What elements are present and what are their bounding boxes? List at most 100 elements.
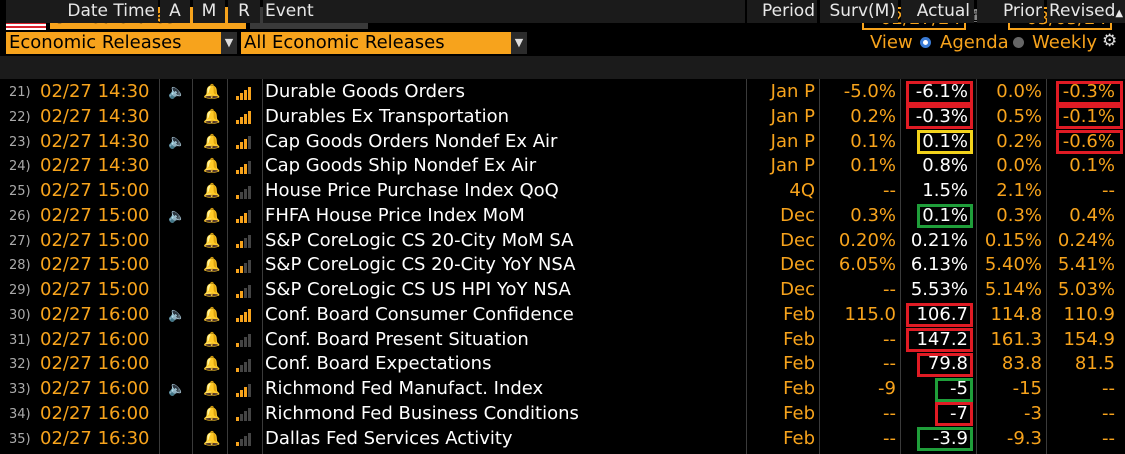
row-event[interactable]: Durables Ex Transportation (265, 105, 510, 127)
row-number[interactable]: 34) (9, 406, 31, 422)
row-event[interactable]: Dallas Fed Services Activity (265, 427, 513, 449)
table-row[interactable]: 31) 02/27 16:00 🔔 Conf. Board Present Situa… (0, 328, 1125, 353)
row-event[interactable]: Durable Goods Orders (265, 81, 465, 102)
row-actual: 147.2 (916, 328, 968, 350)
col-header-revised[interactable]: Revised▲ (1047, 0, 1125, 23)
table-row[interactable]: 34) 02/27 16:00 🔔 Richmond Fed Business Con… (0, 402, 1125, 427)
bell-icon[interactable]: 🔔 (203, 356, 221, 373)
row-number[interactable]: 22) (9, 109, 31, 125)
row-number[interactable]: 25) (9, 184, 31, 199)
bell-icon[interactable]: 🔔 (203, 108, 221, 125)
row-number[interactable]: 28) (9, 258, 31, 274)
row-number[interactable]: 30) (9, 307, 31, 323)
row-event[interactable]: Richmond Fed Manufact. Index (265, 378, 544, 399)
row-number[interactable]: 26) (9, 208, 31, 224)
table-row[interactable]: 21) 02/27 14:30 🔈 🔔 Durable Goods Orders Jan … (0, 80, 1125, 105)
category-dropdown[interactable]: Economic Releases ▼ (6, 32, 237, 54)
table-row[interactable]: 25) 02/27 15:00 🔔 House Price Purchase Inde… (0, 179, 1125, 204)
table-row[interactable]: 28) 02/27 15:00 🔔 S&P CoreLogic CS 20-City … (0, 253, 1125, 278)
col-header-period[interactable]: Period (747, 0, 817, 23)
bell-icon[interactable]: 🔔 (203, 405, 221, 422)
row-number[interactable]: 32) (9, 357, 31, 373)
col-header-prior[interactable]: Prior (977, 0, 1044, 23)
row-revised: -- (1102, 378, 1115, 399)
row-number[interactable]: 33) (9, 382, 31, 397)
bell-icon[interactable]: 🔔 (203, 158, 221, 175)
row-period: Feb (783, 402, 815, 424)
row-survey: 0.20% (838, 229, 896, 251)
bell-icon[interactable]: 🔔 (203, 282, 221, 298)
table-row[interactable]: 26) 02/27 15:00 🔈 🔔 FHFA House Price Index M… (0, 204, 1125, 229)
col-header-event[interactable]: Event (263, 0, 745, 23)
bell-icon[interactable]: 🔔 (203, 207, 221, 224)
table-row[interactable]: 27) 02/27 15:00 🔔 S&P CoreLogic CS 20-City … (0, 229, 1125, 254)
bell-icon[interactable]: 🔔 (203, 133, 221, 150)
speaker-icon[interactable]: 🔈 (168, 207, 186, 224)
col-header-datetime[interactable]: Date Time (6, 0, 158, 23)
table-row[interactable]: 32) 02/27 16:00 🔔 Conf. Board Expectations F… (0, 352, 1125, 377)
bell-icon[interactable]: 🔔 (203, 306, 221, 323)
row-revised: -- (1102, 427, 1115, 449)
table-row[interactable]: 22) 02/27 14:30 🔔 Durables Ex Transportatio… (0, 105, 1125, 130)
row-number[interactable]: 23) (9, 134, 31, 150)
gear-icon[interactable]: ⚙ (1102, 31, 1118, 51)
col-separator (192, 79, 193, 454)
row-survey: -- (883, 353, 896, 375)
row-number[interactable]: 21) (9, 85, 31, 100)
agenda-label[interactable]: Agenda (940, 32, 1009, 53)
row-period: Dec (780, 204, 815, 226)
weekly-radio[interactable] (1013, 37, 1024, 48)
row-event[interactable]: Conf. Board Expectations (265, 353, 492, 375)
row-survey: -- (883, 279, 896, 300)
agenda-radio[interactable] (920, 37, 931, 48)
bell-icon[interactable]: 🔔 (203, 257, 221, 274)
row-number[interactable]: 31) (9, 332, 31, 348)
relevance-bars-icon (236, 229, 254, 254)
table-row[interactable]: 30) 02/27 16:00 🔈 🔔 Conf. Board Consumer Con… (0, 303, 1125, 328)
row-actual: -0.3% (915, 105, 968, 127)
row-number[interactable]: 27) (9, 233, 31, 249)
table-row[interactable]: 29) 02/27 15:00 🔔 S&P CoreLogic CS US HPI Y… (0, 278, 1125, 303)
bell-icon[interactable]: 🔔 (203, 430, 221, 447)
row-revised: 81.5 (1074, 353, 1115, 375)
row-revised: -- (1102, 402, 1115, 424)
row-revised: -0.6% (1062, 130, 1115, 152)
col-header-r[interactable]: R (228, 0, 260, 23)
bell-icon[interactable]: 🔔 (203, 183, 221, 199)
row-event[interactable]: S&P CoreLogic CS 20-City MoM SA (265, 229, 574, 251)
table-row[interactable]: 23) 02/27 14:30 🔈 🔔 Cap Goods Orders Nondef … (0, 130, 1125, 155)
row-event[interactable]: FHFA House Price Index MoM (265, 204, 525, 226)
col-header-a[interactable]: A (160, 0, 190, 23)
table-row[interactable]: 33) 02/27 16:00 🔈 🔔 Richmond Fed Manufact. I… (0, 377, 1125, 402)
row-event[interactable]: House Price Purchase Index QoQ (265, 180, 559, 201)
bell-icon[interactable]: 🔔 (203, 84, 221, 100)
row-datetime: 02/27 16:00 (40, 402, 150, 424)
row-number[interactable]: 35) (9, 431, 31, 447)
speaker-icon[interactable]: 🔈 (168, 133, 186, 150)
row-survey: -- (883, 402, 896, 424)
row-number[interactable]: 29) (9, 283, 31, 298)
row-event[interactable]: S&P CoreLogic CS 20-City YoY NSA (265, 254, 576, 276)
col-separator (262, 79, 263, 454)
table-row[interactable]: 24) 02/27 14:30 🔔 Cap Goods Ship Nondef Ex … (0, 154, 1125, 179)
speaker-icon[interactable]: 🔈 (168, 381, 186, 397)
bell-icon[interactable]: 🔔 (203, 381, 221, 397)
row-event[interactable]: Cap Goods Ship Nondef Ex Air (265, 155, 537, 177)
col-header-m[interactable]: M (193, 0, 225, 23)
col-header-surv[interactable]: Surv(M) (820, 0, 898, 23)
row-prior: 5.40% (984, 254, 1042, 276)
row-number[interactable]: 24) (9, 159, 31, 175)
row-event[interactable]: Conf. Board Present Situation (265, 328, 529, 350)
weekly-label[interactable]: Weekly (1032, 32, 1097, 53)
col-header-actual[interactable]: Actual (901, 0, 974, 23)
speaker-icon[interactable]: 🔈 (168, 84, 186, 100)
bell-icon[interactable]: 🔔 (203, 331, 221, 348)
bell-icon[interactable]: 🔔 (203, 232, 221, 249)
row-event[interactable]: Richmond Fed Business Conditions (265, 402, 579, 424)
release-filter-dropdown[interactable]: All Economic Releases ▼ (241, 32, 527, 54)
row-event[interactable]: Conf. Board Consumer Confidence (265, 303, 574, 325)
table-row[interactable]: 35) 02/27 16:30 🔔 Dallas Fed Services Activ… (0, 427, 1125, 452)
row-event[interactable]: S&P CoreLogic CS US HPI YoY NSA (265, 279, 571, 300)
row-event[interactable]: Cap Goods Orders Nondef Ex Air (265, 130, 558, 152)
speaker-icon[interactable]: 🔈 (168, 306, 186, 323)
